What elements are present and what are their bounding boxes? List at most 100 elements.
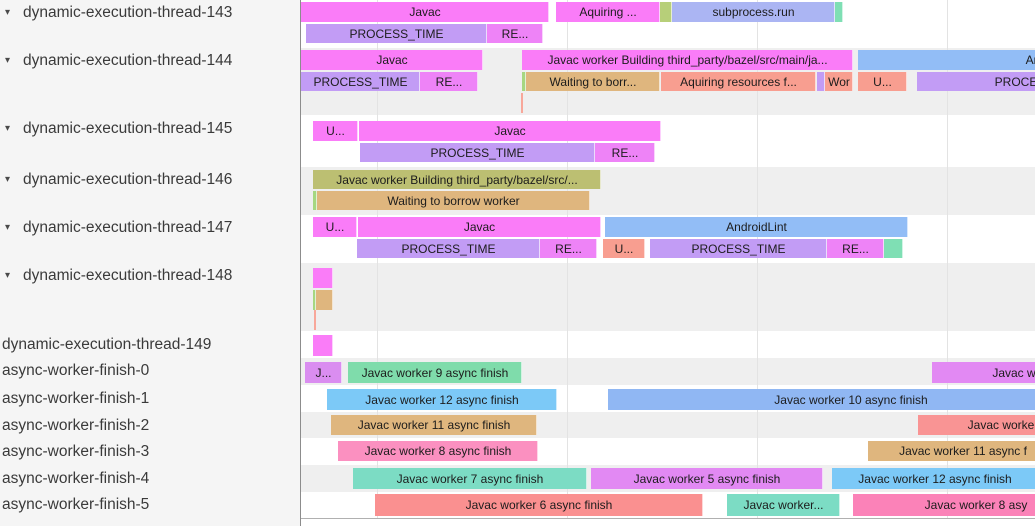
bar-label: Javac worker 6 async finish: [465, 498, 613, 512]
bar-label: Javac worker 12 async finish: [858, 471, 1012, 486]
trace-event-bar-subprocess-run[interactable]: subprocess.run: [672, 2, 835, 22]
trace-event-bar-javac-worke[interactable]: Javac worke: [918, 415, 1035, 435]
trace-event-bar-u[interactable]: U...: [603, 239, 645, 258]
trace-event-bar-process-time[interactable]: PROCESS_TIME: [650, 239, 827, 258]
expander-triangle-icon[interactable]: ▾: [5, 270, 11, 281]
bar-label: Javac worker...: [743, 498, 824, 512]
track-row-async-worker-finish-0[interactable]: async-worker-finish-0: [0, 360, 300, 382]
trace-event-bar-javac[interactable]: Javac: [358, 217, 601, 237]
trace-event-bar[interactable]: [316, 290, 333, 310]
trace-event-bar-re[interactable]: RE...: [595, 143, 655, 162]
trace-event-bar-process-time[interactable]: PROCESS_TIME: [306, 24, 487, 43]
bar-label: RE...: [842, 241, 869, 256]
trace-event-bar-javac-worker[interactable]: Javac worker...: [727, 494, 840, 516]
trace-event-bar-u[interactable]: U...: [313, 121, 358, 141]
trace-event-bar-javac-worker-11-async-finish[interactable]: Javac worker 11 async finish: [331, 415, 537, 435]
trace-event-bar[interactable]: [313, 268, 333, 288]
trace-event-bar-javac-worker-12-async-finish[interactable]: Javac worker 12 async finish: [327, 389, 557, 410]
trace-event-bar-u[interactable]: U...: [313, 217, 357, 237]
trace-event-bar-process-time[interactable]: PROCESS_TIME: [360, 143, 595, 162]
trace-event-bar[interactable]: [660, 2, 672, 22]
trace-event-bar[interactable]: [313, 290, 316, 310]
trace-event-bar-javac-w[interactable]: Javac w: [932, 362, 1035, 383]
track-row-dynamic-execution-thread-146[interactable]: ▾ dynamic-execution-thread-146: [0, 169, 300, 191]
track-label: dynamic-execution-thread-149: [2, 336, 212, 353]
track-row-dynamic-execution-thread-148[interactable]: ▾ dynamic-execution-thread-148: [0, 265, 300, 287]
trace-event-bar-re[interactable]: RE...: [420, 72, 478, 91]
track-row-async-worker-finish-1[interactable]: async-worker-finish-1: [0, 388, 300, 410]
trace-event-bar-javac-worker-6-async-finish[interactable]: Javac worker 6 async finish: [375, 494, 703, 516]
track-row-async-worker-finish-4[interactable]: async-worker-finish-4: [0, 468, 300, 490]
trace-event-bar[interactable]: [817, 72, 825, 91]
trace-event-bar-javac-worker-7-async-finish[interactable]: Javac worker 7 async finish: [353, 468, 587, 489]
bar-label: RE...: [435, 74, 463, 89]
trace-event-bar-javac-worker-building-third-party-bazel-src-main-ja[interactable]: Javac worker Building third_party/bazel/…: [522, 50, 853, 70]
trace-event-bar-aquiring[interactable]: Aquiring ...: [556, 2, 660, 22]
expander-triangle-icon[interactable]: ▾: [5, 7, 11, 18]
track-label: dynamic-execution-thread-145: [23, 120, 233, 137]
expander-triangle-icon[interactable]: ▾: [5, 222, 11, 233]
trace-event-bar-j[interactable]: J...: [305, 362, 342, 383]
instant-event-marker[interactable]: [521, 93, 523, 113]
track-row-dynamic-execution-thread-143[interactable]: ▾ dynamic-execution-thread-143: [0, 2, 300, 24]
trace-event-bar-javac-worker-12-async-finish[interactable]: Javac worker 12 async finish: [832, 468, 1035, 489]
track-label: async-worker-finish-3: [2, 443, 150, 460]
track-row-dynamic-execution-thread-145[interactable]: ▾ dynamic-execution-thread-145: [0, 118, 300, 140]
bar-label: AndroidLint: [726, 220, 787, 234]
bar-label: Javac: [376, 53, 408, 67]
trace-event-bar-javac-worker-9-async-finish[interactable]: Javac worker 9 async finish: [348, 362, 522, 383]
track-row-async-worker-finish-2[interactable]: async-worker-finish-2: [0, 415, 300, 437]
track-row-dynamic-execution-thread-147[interactable]: ▾ dynamic-execution-thread-147: [0, 217, 300, 239]
bar-label: Javac w: [992, 365, 1035, 380]
track-row-dynamic-execution-thread-144[interactable]: ▾ dynamic-execution-thread-144: [0, 50, 300, 72]
bar-label: PROCESS_TIME: [349, 26, 444, 41]
trace-event-bar-javac-worker-10-async-finish[interactable]: Javac worker 10 async finish: [608, 389, 1035, 410]
trace-event-bar-javac-worker-11-async-f[interactable]: Javac worker 11 async f: [868, 441, 1035, 461]
bar-label: Javac worker Building third_party/bazel/…: [336, 172, 578, 187]
trace-event-bar-javac-worker-building-third-party-bazel-src[interactable]: Javac worker Building third_party/bazel/…: [313, 170, 601, 189]
trace-event-bar-javac[interactable]: Javac: [359, 121, 661, 141]
trace-event-bar-waiting-to-borrow-worker[interactable]: Waiting to borrow worker: [317, 191, 590, 210]
track-label: dynamic-execution-thread-147: [23, 219, 233, 236]
track-row-dynamic-execution-thread-149[interactable]: dynamic-execution-thread-149: [0, 334, 300, 356]
track-label: dynamic-execution-thread-144: [23, 52, 233, 69]
time-gridline: [377, 0, 378, 518]
bar-label: Javac worker 8 asy: [924, 498, 1028, 512]
expander-triangle-icon[interactable]: ▾: [5, 174, 11, 185]
trace-event-bar[interactable]: [313, 335, 333, 356]
trace-event-bar[interactable]: [313, 191, 317, 210]
trace-event-bar-aquiring-resources-f[interactable]: Aquiring resources f...: [661, 72, 816, 91]
trace-event-bar-androidlint[interactable]: AndroidLint: [605, 217, 908, 237]
trace-event-bar[interactable]: [522, 72, 526, 91]
trace-event-bar-wor[interactable]: Wor: [825, 72, 853, 91]
expander-triangle-icon[interactable]: ▾: [5, 123, 11, 134]
trace-event-bar-re[interactable]: RE...: [827, 239, 884, 258]
track-label: async-worker-finish-0: [2, 362, 150, 379]
trace-event-bar-process-time[interactable]: PROCESS_TIME: [357, 239, 540, 258]
expander-triangle-icon[interactable]: ▾: [5, 55, 11, 66]
track-row-async-worker-finish-5[interactable]: async-worker-finish-5: [0, 494, 300, 516]
bar-label: Javac: [463, 220, 496, 234]
trace-event-bar-javac[interactable]: Javac: [301, 50, 483, 70]
trace-event-bar-proce[interactable]: PROCE: [917, 72, 1035, 91]
track-label: async-worker-finish-1: [2, 390, 150, 407]
track-row-async-worker-finish-3[interactable]: async-worker-finish-3: [0, 441, 300, 463]
trace-event-bar[interactable]: [884, 239, 903, 258]
trace-event-bar-javac-worker-8-async-finish[interactable]: Javac worker 8 async finish: [338, 441, 538, 461]
trace-event-bar-javac-worker-8-asy[interactable]: Javac worker 8 asy: [853, 494, 1035, 516]
trace-event-bar-javac-worker-5-async-finish[interactable]: Javac worker 5 async finish: [591, 468, 823, 489]
track-label: dynamic-execution-thread-148: [23, 267, 233, 284]
bar-label: U...: [614, 241, 634, 256]
trace-event-bar-re[interactable]: RE...: [540, 239, 597, 258]
bar-label: U...: [326, 124, 345, 138]
track-label: dynamic-execution-thread-146: [23, 171, 233, 188]
bar-label: PROCESS_TIME: [430, 145, 525, 160]
trace-event-bar-an[interactable]: An: [858, 50, 1035, 70]
trace-event-bar-javac[interactable]: Javac: [301, 2, 549, 22]
trace-event-bar[interactable]: [835, 2, 843, 22]
instant-event-marker[interactable]: [314, 310, 316, 330]
trace-event-bar-re[interactable]: RE...: [487, 24, 543, 43]
trace-event-bar-u[interactable]: U...: [858, 72, 907, 91]
trace-event-bar-waiting-to-borr[interactable]: Waiting to borr...: [526, 72, 660, 91]
trace-event-bar-process-time[interactable]: PROCESS_TIME: [301, 72, 420, 91]
